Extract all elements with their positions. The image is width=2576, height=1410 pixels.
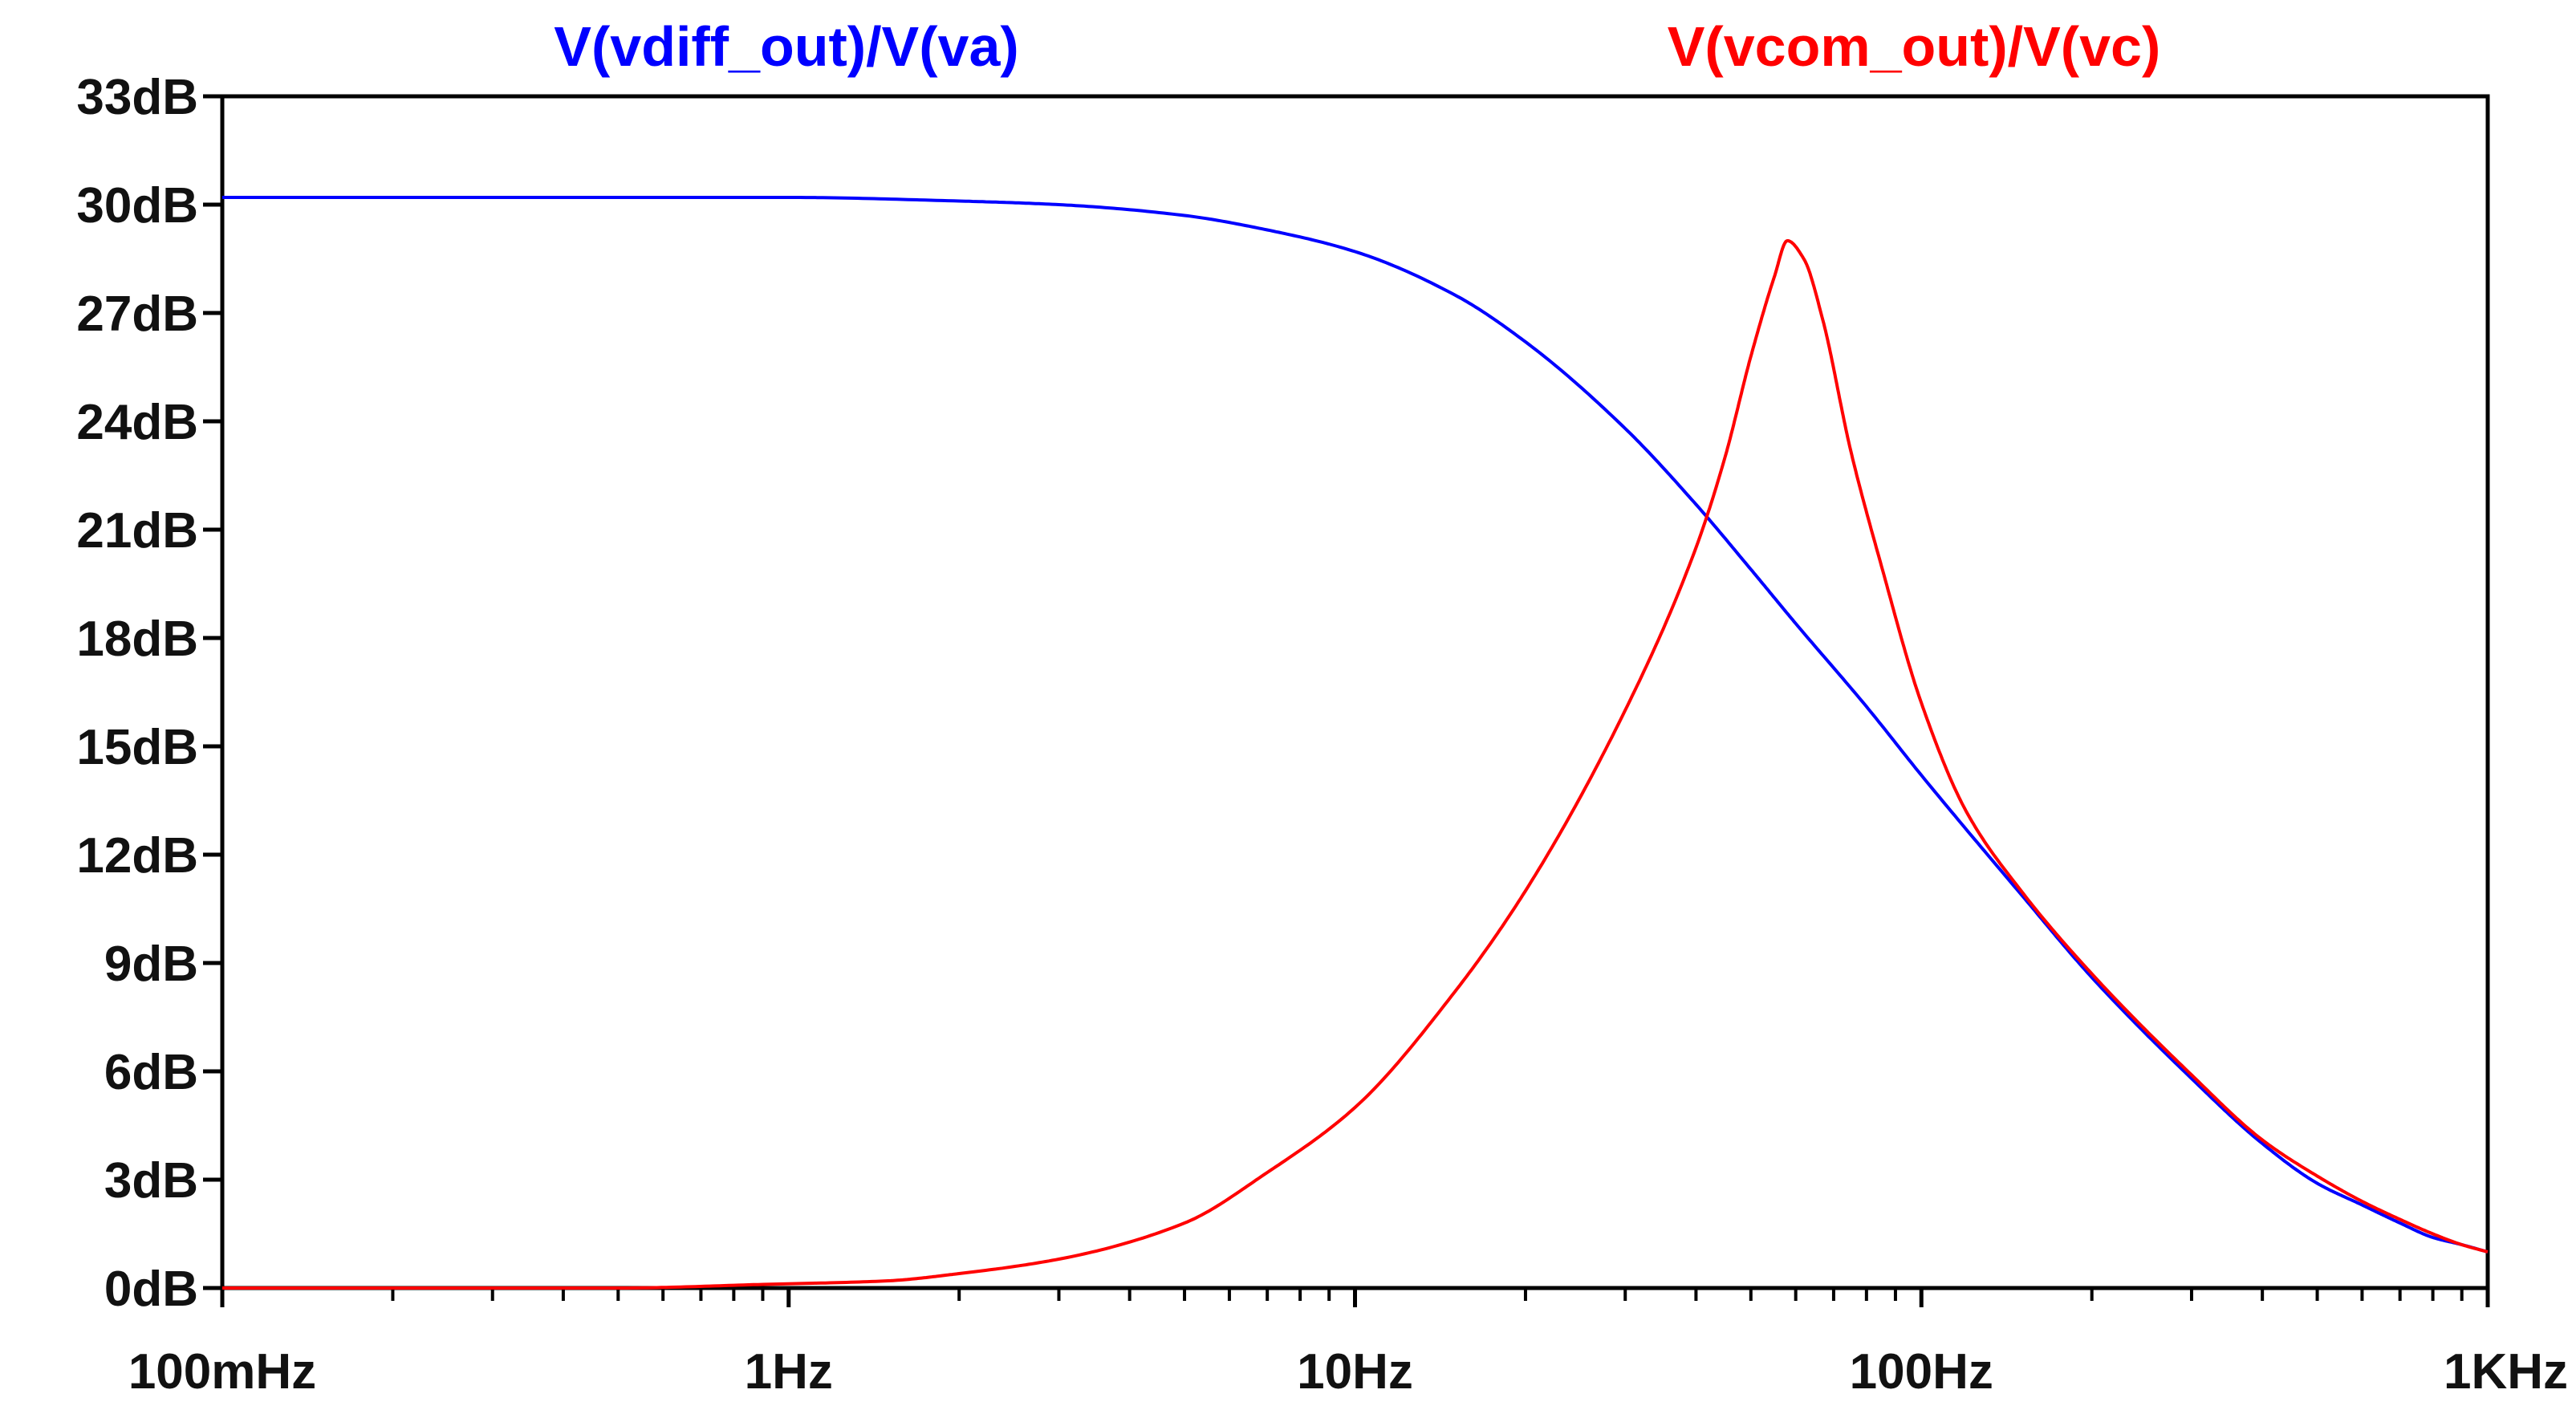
y-tick-label: 33dB: [76, 70, 198, 125]
y-tick-label: 12dB: [76, 828, 198, 884]
y-tick-label: 21dB: [76, 503, 198, 559]
y-tick-label: 9dB: [104, 937, 198, 992]
y-tick-label: 3dB: [104, 1153, 198, 1209]
x-tick-label: 10Hz: [1297, 1344, 1413, 1400]
x-tick-label: 100Hz: [1850, 1344, 1993, 1400]
y-tick-label: 30dB: [76, 178, 198, 234]
series-line-2: [222, 239, 2489, 1290]
y-tick-label: 18dB: [76, 612, 198, 667]
series-line-1: [222, 196, 2489, 1254]
y-tick-label: 27dB: [76, 286, 198, 342]
x-tick-label: 100mHz: [128, 1344, 316, 1400]
y-tick-label: 15dB: [76, 720, 198, 775]
x-tick-label: 1KHz: [2444, 1344, 2568, 1400]
legend-series-1: V(vdiff_out)/V(va): [554, 15, 1018, 78]
legend-series-2: V(vcom_out)/V(vc): [1668, 15, 2161, 78]
y-tick-label: 24dB: [76, 395, 198, 450]
x-axis-ticks: 100mHz 1Hz 10Hz 100Hz 1KHz: [128, 1288, 2568, 1400]
x-tick-label: 1Hz: [745, 1344, 833, 1400]
y-axis-ticks: 0dB 3dB 6dB 9dB 12dB 15dB 18dB 21dB 24dB 27dB 30dB…: [76, 70, 222, 1317]
y-tick-label: 6dB: [104, 1045, 198, 1100]
y-tick-label: 0dB: [104, 1262, 198, 1317]
series-layer: [222, 196, 2489, 1290]
